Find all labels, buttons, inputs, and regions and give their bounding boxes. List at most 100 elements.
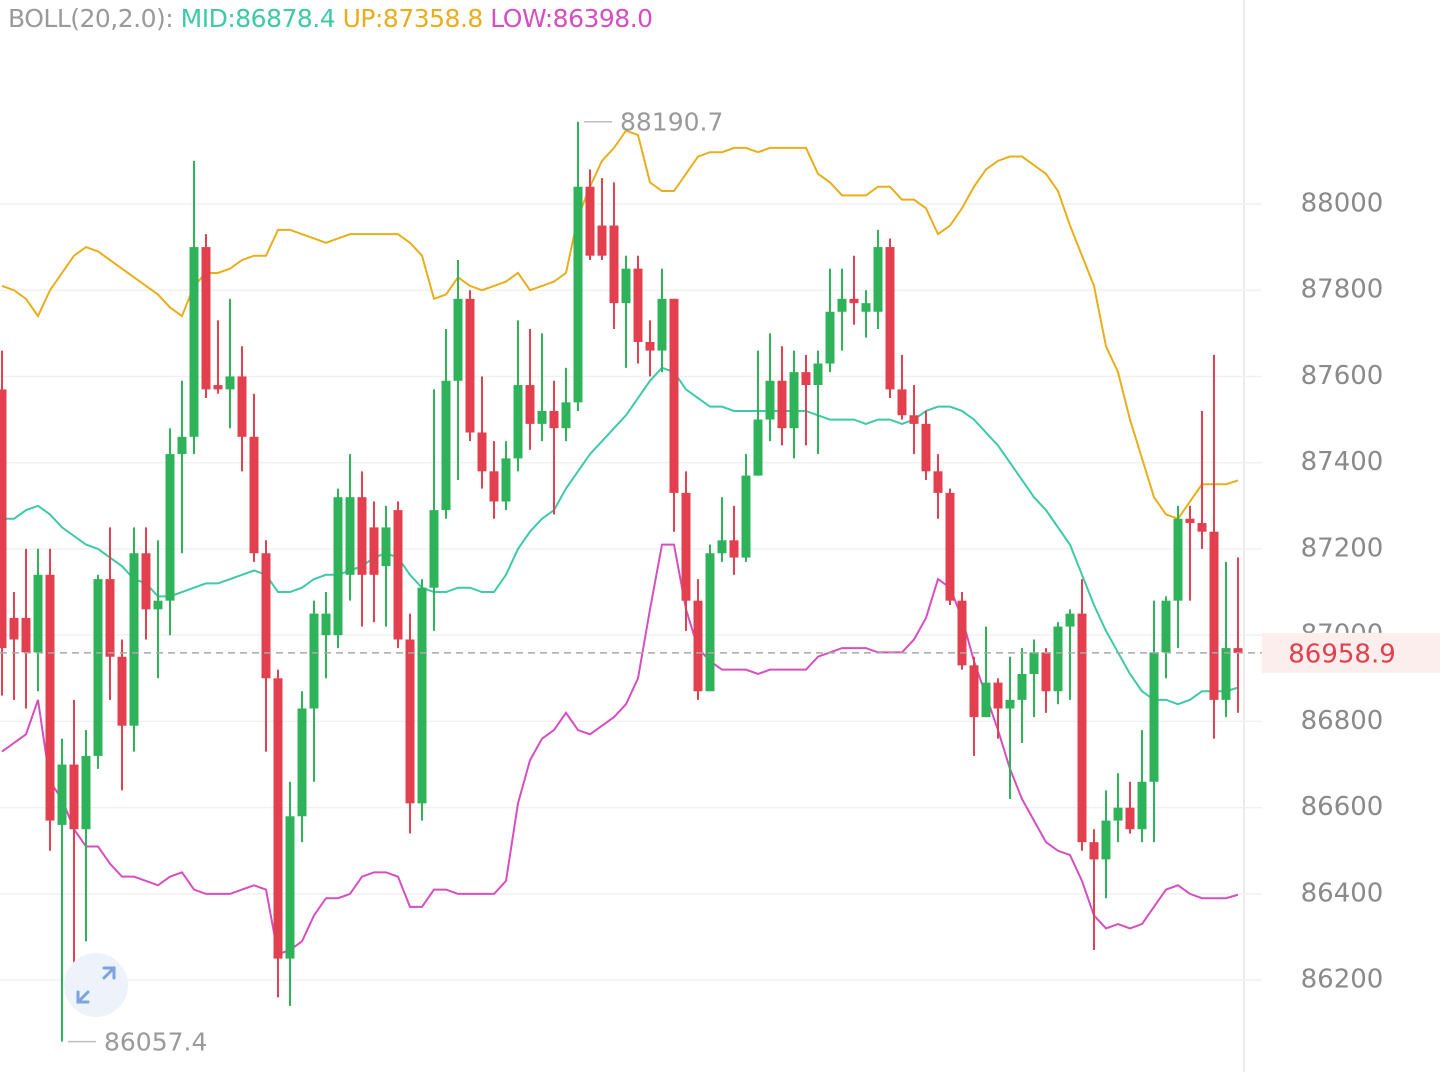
candle-body xyxy=(1053,626,1063,692)
candle-body xyxy=(165,454,175,601)
candle-body xyxy=(69,764,79,830)
y-tick-label: 87600 xyxy=(1301,361,1384,391)
candle-body xyxy=(1017,673,1027,700)
candle-body xyxy=(441,380,451,511)
candle-body xyxy=(681,492,691,601)
legend-value: 86878.4 xyxy=(235,4,336,33)
candle-body xyxy=(1221,648,1231,700)
candle-body xyxy=(669,298,679,493)
candle-body xyxy=(309,613,319,709)
candle-body xyxy=(861,303,871,312)
candle-body xyxy=(765,380,775,420)
candle-body xyxy=(969,665,979,718)
indicator-header: BOLL(20,2.0): MID:86878.4 UP:87358.8 LOW… xyxy=(8,4,653,33)
candle-body xyxy=(141,553,151,610)
annotation-label: 88190.7 xyxy=(620,108,723,137)
candle-body xyxy=(885,247,895,390)
candles xyxy=(0,121,1243,1042)
candle-body xyxy=(549,410,559,429)
candle-body xyxy=(573,186,583,403)
candle-body xyxy=(81,755,91,830)
candle-body xyxy=(597,225,607,256)
candle-body xyxy=(189,247,199,437)
legend-value: 87358.8 xyxy=(382,4,483,33)
y-tick-label: 86200 xyxy=(1301,965,1384,995)
candle-body xyxy=(789,372,799,429)
candle-body xyxy=(393,510,403,640)
annotations: 88190.7 86057.4 xyxy=(0,108,1262,1057)
legend-name: MID: xyxy=(180,4,236,33)
candle-body xyxy=(1101,820,1111,860)
candle-body xyxy=(1137,781,1147,830)
candle-body xyxy=(525,385,535,424)
indicator-label: BOLL(20,2.0): xyxy=(8,4,174,33)
candle-body xyxy=(369,527,379,575)
y-tick-label: 88000 xyxy=(1301,188,1384,218)
candle-body xyxy=(513,385,523,459)
candle-body xyxy=(837,298,847,312)
candle-body xyxy=(57,764,67,825)
candle-body xyxy=(957,600,967,666)
candle-body xyxy=(777,380,787,429)
candle-body xyxy=(897,389,907,416)
bands xyxy=(1,129,1239,956)
candle-body xyxy=(429,510,439,588)
candle-body xyxy=(873,247,883,312)
candle-body xyxy=(321,613,331,636)
candle-body xyxy=(561,402,571,429)
candle-body xyxy=(1125,807,1135,830)
candle-body xyxy=(933,471,943,493)
candle-body xyxy=(345,497,355,575)
y-tick-label: 87200 xyxy=(1301,533,1384,563)
candle-body xyxy=(825,311,835,364)
candle-body xyxy=(153,600,163,610)
candle-body xyxy=(261,553,271,679)
candle-body xyxy=(813,363,823,386)
legend-name: LOW: xyxy=(490,4,553,33)
grid xyxy=(0,203,1262,981)
candle-body xyxy=(609,225,619,304)
candle-body xyxy=(1173,518,1183,601)
candle-body xyxy=(33,574,43,653)
candle-body xyxy=(705,553,715,692)
candle-body xyxy=(0,389,7,649)
candle-body xyxy=(657,298,667,351)
candle-body xyxy=(417,587,427,804)
expand-button[interactable] xyxy=(64,953,128,1017)
candle-body xyxy=(1113,807,1123,821)
candle-body xyxy=(45,574,55,821)
candle-body xyxy=(693,600,703,692)
candle-body xyxy=(1077,613,1087,843)
candle-body xyxy=(909,415,919,424)
candle-body xyxy=(633,268,643,342)
band-line xyxy=(1,129,1239,520)
candle-body xyxy=(489,471,499,502)
candle-body xyxy=(249,436,259,554)
price-label: 86958.9 xyxy=(1288,639,1396,669)
candle-body xyxy=(201,247,211,390)
candle-body xyxy=(741,475,751,558)
candle-body xyxy=(1149,652,1159,782)
candle-body xyxy=(225,376,235,390)
legend-value: 86398.0 xyxy=(552,4,653,33)
candle-body xyxy=(801,372,811,386)
band-line xyxy=(2,366,1239,706)
candle-body xyxy=(1065,613,1075,627)
y-tick-label: 86400 xyxy=(1301,878,1384,908)
candle-body xyxy=(117,656,127,726)
y-axis: 8620086400866008680087000872008740087600… xyxy=(1262,188,1440,995)
legend-name: UP: xyxy=(342,4,384,33)
candle-body xyxy=(1209,531,1219,700)
price-label-box xyxy=(1262,632,1440,673)
candle-body xyxy=(129,553,139,726)
candle-body xyxy=(237,376,247,437)
candle-body xyxy=(405,639,415,804)
candle-body xyxy=(93,579,103,756)
candle-body xyxy=(537,410,547,424)
candle-body xyxy=(1185,518,1195,524)
candle-body xyxy=(645,341,655,351)
candle-body xyxy=(1005,699,1015,709)
candle-body xyxy=(849,298,859,304)
candle-body xyxy=(717,540,727,554)
